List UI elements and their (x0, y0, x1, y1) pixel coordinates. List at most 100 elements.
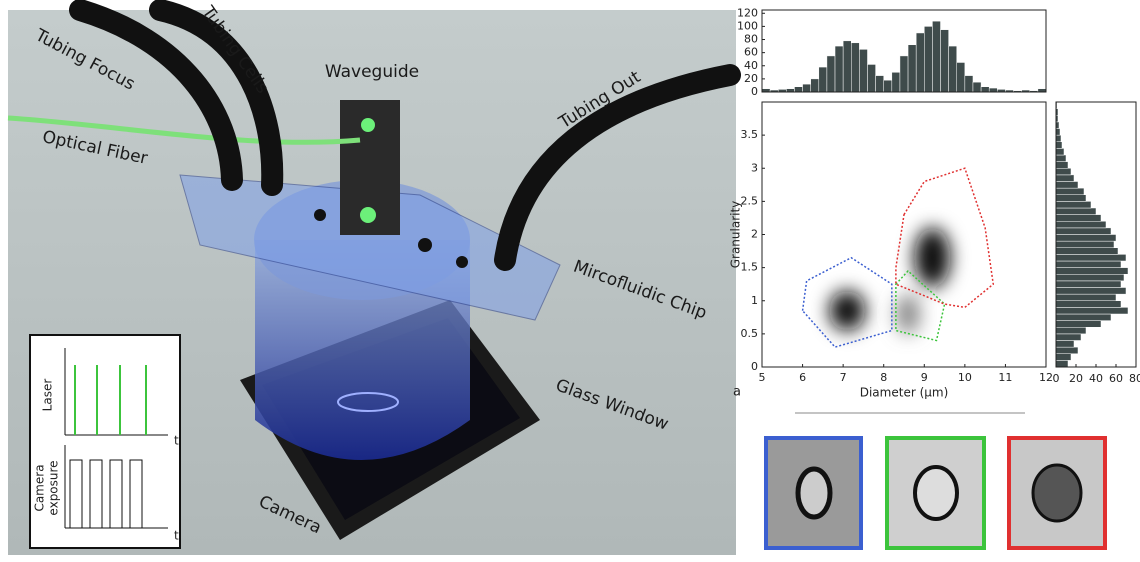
bar (1056, 307, 1128, 314)
bar (989, 88, 997, 92)
bar (957, 62, 965, 92)
y-tick-label: 0 (751, 85, 758, 98)
x-tick-label: 60 (1109, 372, 1123, 385)
panel-label: a (733, 385, 741, 400)
bar (1056, 168, 1071, 175)
bar (1056, 347, 1078, 354)
bar (1056, 341, 1074, 348)
waveguide-light (361, 118, 375, 132)
beam (360, 207, 376, 223)
inset-label: exposure (47, 460, 61, 515)
bar (1056, 314, 1111, 321)
time-label: t (174, 434, 179, 448)
bar (1056, 135, 1061, 142)
inset-label: Laser (41, 379, 55, 412)
bar (794, 87, 802, 92)
bar (892, 72, 900, 92)
y-tick-label: 3.5 (741, 128, 759, 141)
y-tick-label: 3 (751, 161, 758, 174)
bar (1056, 268, 1128, 275)
y-tick-label: 40 (744, 59, 758, 72)
illustration: Tubing Focus Tubing Cells Waveguide Tubi… (8, 2, 736, 555)
x-tick-label: 11 (998, 371, 1012, 384)
thumbnails (766, 438, 1105, 548)
bar (1056, 129, 1060, 136)
x-tick-label: 12 (1039, 371, 1053, 384)
bar (1056, 228, 1111, 235)
bar (1056, 221, 1106, 228)
x-tick-label: 80 (1129, 372, 1140, 385)
x-tick-label: 10 (958, 371, 972, 384)
x-tick-label: 0 (1053, 372, 1060, 385)
bar (811, 79, 819, 92)
bar (965, 76, 973, 92)
bar (803, 84, 811, 92)
bar (1056, 142, 1062, 149)
density-peak (829, 291, 865, 331)
y-axis-label: Granularity (729, 201, 743, 269)
bar (867, 64, 875, 92)
y-tick-label: 20 (744, 72, 758, 85)
bar (843, 41, 851, 92)
bar (1056, 288, 1126, 295)
y-tick-label: 1.5 (741, 261, 759, 274)
y-tick-label: 2.5 (741, 194, 759, 207)
bar (1056, 241, 1114, 248)
bar (941, 30, 949, 92)
inset-label: Camera (33, 464, 47, 511)
bar (973, 82, 981, 92)
x-tick-label: 5 (759, 371, 766, 384)
bar (1056, 182, 1078, 189)
bar (1056, 360, 1068, 367)
bar (851, 43, 859, 92)
x-tick-label: 9 (921, 371, 928, 384)
bar (900, 56, 908, 92)
bar (1056, 235, 1116, 242)
bar (981, 87, 989, 92)
y-tick-label: 120 (737, 6, 758, 19)
bar (1056, 261, 1121, 268)
bar (1056, 301, 1121, 308)
bar (1056, 274, 1124, 281)
x-tick-label: 6 (799, 371, 806, 384)
bar (1056, 148, 1064, 155)
y-tick-label: 60 (744, 46, 758, 59)
bar (884, 80, 892, 92)
bar (1056, 188, 1084, 195)
y-tick-label: 2 (751, 228, 758, 241)
label: Waveguide (325, 62, 419, 82)
y-tick-label: 0 (751, 360, 758, 373)
bar (819, 67, 827, 92)
timing-inset: Laser Camera exposure t t (30, 335, 180, 548)
bar (859, 49, 867, 92)
bar (1056, 354, 1071, 361)
bar (1056, 294, 1116, 301)
bar (1056, 155, 1066, 162)
bar (932, 21, 940, 92)
bar (1056, 281, 1121, 288)
bar (924, 26, 932, 92)
density-peak (914, 228, 950, 288)
bar (827, 56, 835, 92)
bar (1056, 162, 1068, 169)
page: Tubing Focus Tubing Cells Waveguide Tubi… (0, 0, 1140, 562)
x-axis-label: Diameter (μm) (860, 386, 949, 400)
x-tick-label: 20 (1069, 372, 1083, 385)
bar (1056, 334, 1081, 341)
x-tick-label: 40 (1089, 372, 1103, 385)
bar (916, 33, 924, 92)
figure: Tubing Focus Tubing Cells Waveguide Tubi… (0, 0, 1140, 562)
y-tick-label: 0.5 (741, 327, 759, 340)
bar (1056, 215, 1101, 222)
x-tick-label: 8 (880, 371, 887, 384)
bar (835, 46, 843, 92)
bar (1056, 321, 1101, 328)
y-tick-label: 80 (744, 33, 758, 46)
bar (908, 45, 916, 92)
bar (1056, 254, 1126, 261)
y-tick-label: 1 (751, 294, 758, 307)
bar (1056, 248, 1118, 255)
bar (949, 46, 957, 92)
bar (1056, 327, 1086, 334)
time-label: t (174, 529, 179, 543)
